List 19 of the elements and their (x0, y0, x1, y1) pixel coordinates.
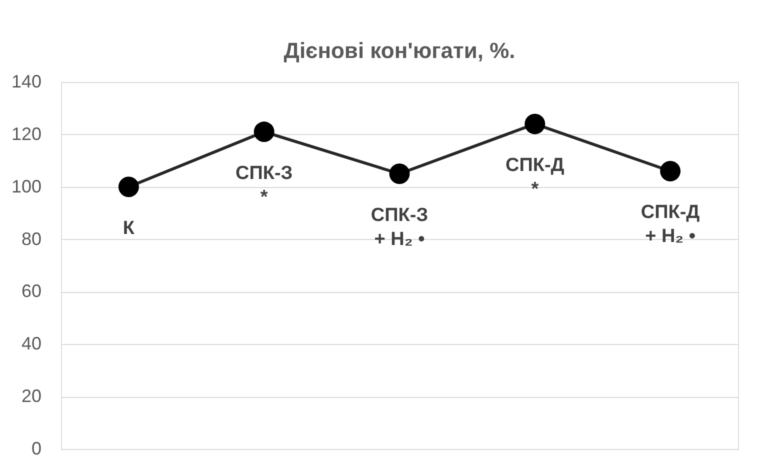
x-tick-label: К (122, 218, 135, 239)
y-tick-label: 120 (11, 124, 42, 144)
y-tick-label: 80 (21, 228, 42, 249)
point (254, 122, 274, 142)
x-tick-label: СПК-Д + H₂ • (640, 202, 700, 248)
x-tick-label: СПК-З + H₂ • (370, 204, 428, 250)
x-tick-label: СПК-Д * (505, 154, 565, 200)
point (524, 114, 546, 134)
chart-title: Дієнові кон'югати, %. (284, 38, 516, 63)
y-tick-label: 100 (11, 176, 42, 196)
y-tick-label: 60 (21, 281, 42, 302)
point (389, 164, 410, 184)
x-tick-label: СПК-З * (235, 162, 293, 208)
point (118, 176, 139, 198)
y-tick-label: 20 (21, 386, 42, 406)
y-tick-label: 0 (31, 438, 42, 458)
y-tick-label: 140 (11, 72, 42, 92)
point (660, 160, 681, 182)
y-tick-label: 40 (21, 334, 42, 354)
